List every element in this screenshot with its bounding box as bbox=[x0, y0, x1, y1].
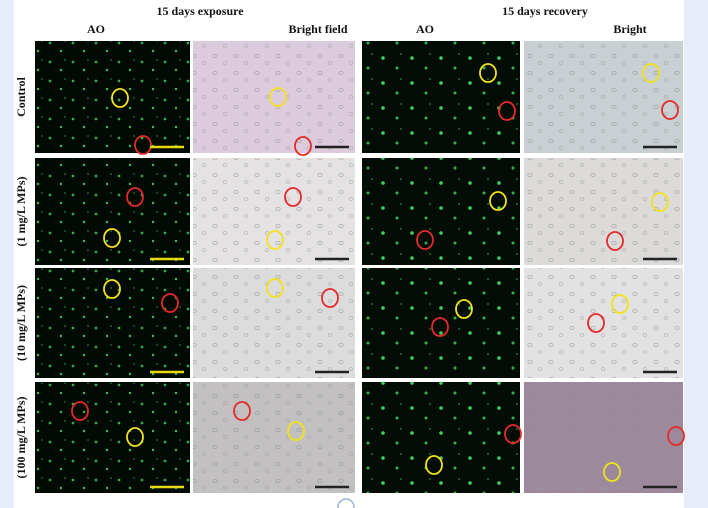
highlight-circle bbox=[661, 100, 679, 120]
highlight-circle bbox=[642, 63, 660, 83]
cell-texture bbox=[524, 158, 683, 265]
highlight-circle bbox=[431, 317, 449, 337]
highlight-circle bbox=[504, 424, 522, 444]
cell-texture bbox=[524, 41, 683, 153]
highlight-circle bbox=[103, 228, 121, 248]
row-label: (1 mg/L MPs) bbox=[14, 177, 28, 247]
column-label: Bright field bbox=[289, 22, 348, 36]
micrograph bbox=[362, 268, 520, 378]
highlight-circle bbox=[489, 191, 507, 211]
column-label: AO bbox=[416, 22, 434, 36]
highlight-circle bbox=[479, 63, 497, 83]
highlight-circle bbox=[233, 401, 251, 421]
highlight-circle bbox=[134, 135, 152, 155]
highlight-circle bbox=[455, 299, 473, 319]
group-title: 15 days recovery bbox=[502, 4, 588, 18]
highlight-circle bbox=[103, 279, 121, 299]
highlight-circle bbox=[126, 187, 144, 207]
micrograph bbox=[362, 41, 520, 153]
side-band bbox=[0, 0, 14, 508]
highlight-circle bbox=[321, 288, 339, 308]
cell-texture bbox=[193, 382, 355, 493]
highlight-circle bbox=[606, 231, 624, 251]
row-label: (10 mg/L MPs) bbox=[14, 285, 28, 361]
highlight-circle bbox=[111, 88, 129, 108]
micrograph bbox=[35, 268, 190, 378]
highlight-circle bbox=[498, 101, 516, 121]
highlight-circle bbox=[126, 427, 144, 447]
highlight-circle bbox=[416, 230, 434, 250]
side-band bbox=[684, 0, 708, 508]
cell-texture bbox=[193, 41, 355, 153]
group-title: 15 days exposure bbox=[156, 4, 244, 18]
cell-texture bbox=[193, 158, 355, 265]
column-label: AO bbox=[87, 22, 105, 36]
row-label: Control bbox=[14, 76, 28, 116]
icon bbox=[337, 498, 355, 508]
highlight-circle bbox=[651, 192, 669, 212]
micrograph bbox=[35, 382, 190, 493]
highlight-circle bbox=[611, 294, 629, 314]
highlight-circle bbox=[287, 421, 305, 441]
panel-grid bbox=[35, 41, 685, 493]
cell-texture bbox=[524, 382, 683, 493]
cell-texture bbox=[193, 268, 355, 378]
row-label: (100 mg/L MPs) bbox=[14, 397, 28, 479]
highlight-circle bbox=[667, 426, 685, 446]
highlight-circle bbox=[266, 230, 284, 250]
highlight-circle bbox=[266, 278, 284, 298]
highlight-circle bbox=[425, 455, 443, 475]
micrograph bbox=[362, 382, 520, 493]
highlight-circle bbox=[284, 187, 302, 207]
highlight-circle bbox=[603, 462, 621, 482]
micrograph bbox=[35, 158, 190, 265]
highlight-circle bbox=[161, 293, 179, 313]
highlight-circle bbox=[587, 313, 605, 333]
highlight-circle bbox=[71, 401, 89, 421]
highlight-circle bbox=[294, 136, 312, 156]
column-label: Bright bbox=[613, 22, 646, 36]
highlight-circle bbox=[269, 87, 287, 107]
micrograph bbox=[362, 158, 520, 265]
